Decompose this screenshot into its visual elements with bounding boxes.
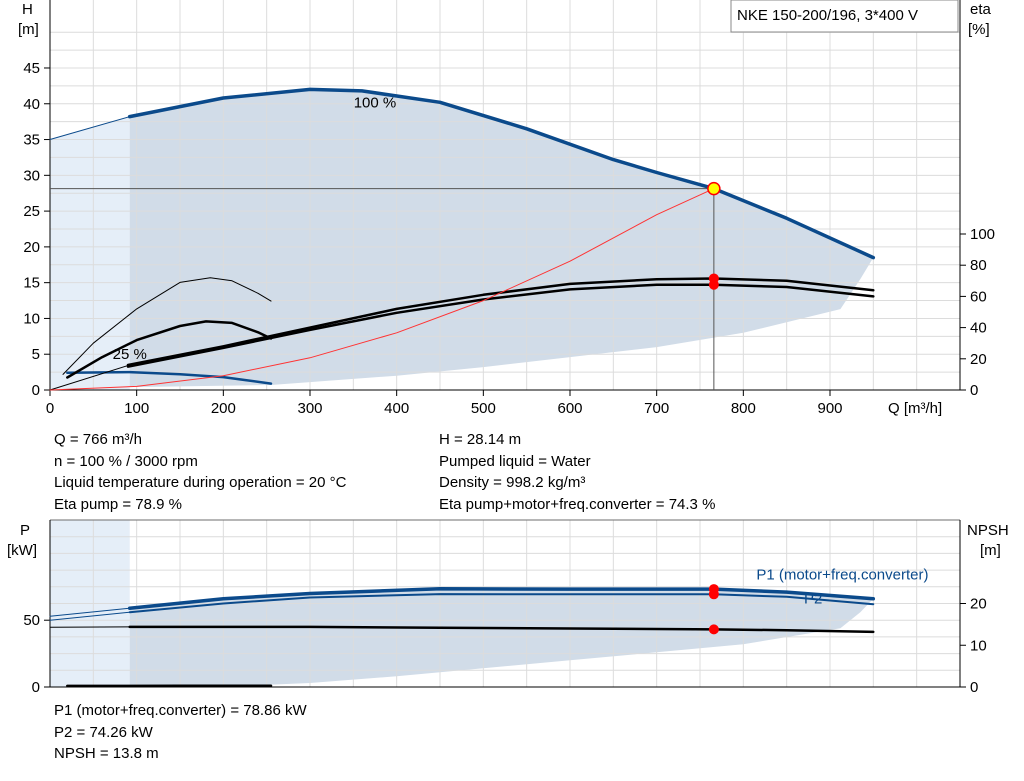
operating-info-right: H = 28.14 m Pumped liquid = Water Densit…: [439, 429, 715, 515]
y-right-tick-label: 40: [970, 320, 987, 337]
y-left-unit: [m]: [18, 21, 39, 38]
head-operating-point: [707, 181, 721, 196]
x-tick-label: 200: [211, 400, 236, 417]
x-tick-label: 400: [384, 400, 409, 417]
curve-top-4: [66, 320, 273, 379]
curve-top-1: [49, 116, 131, 140]
curve-bottom-3: [49, 611, 131, 621]
y-left-tick-label: 10: [23, 310, 40, 327]
p-tick-label: 50: [23, 612, 40, 629]
pump-model-label: NKE 150-200/196, 3*400 V: [737, 7, 918, 24]
curve-bottom-0: [127, 587, 876, 610]
y-right-tick-label: 20: [970, 351, 987, 368]
curve-top-7: [49, 364, 131, 391]
npsh-axis-unit: [m]: [980, 542, 1001, 559]
y-left-tick-label: 25: [23, 203, 40, 220]
curve-top-0: [127, 87, 876, 260]
y-right-tick-label: 80: [970, 257, 987, 274]
y-left-tick-label: 0: [32, 382, 40, 399]
info-liquid-temperature: Liquid temperature during operation = 20…: [54, 474, 347, 491]
x-tick-label: 800: [731, 400, 756, 417]
y-left-tick-label: 45: [23, 60, 40, 77]
info-head: H = 28.14 m: [439, 431, 522, 448]
y-right-tick-label: 0: [970, 382, 978, 399]
info-density: Density = 998.2 kg/m³: [439, 474, 586, 491]
p-axis-label: P: [20, 522, 30, 539]
info-speed: n = 100 % / 3000 rpm: [54, 452, 198, 470]
curve-bottom-2: [49, 607, 131, 617]
y-left-tick-label: 15: [23, 275, 40, 292]
x-axis-label: Q [m³/h]: [888, 400, 942, 417]
series-label-0: P1 (motor+freq.converter): [756, 566, 928, 583]
npsh-axis-label: NPSH: [967, 522, 1009, 539]
operating-info-power: P1 (motor+freq.converter) = 78.86 kW P2 …: [54, 700, 307, 765]
curve-top-8: [49, 188, 715, 391]
power-operating-area: [129, 588, 874, 687]
x-tick-label: 900: [817, 400, 842, 417]
y-right-label: eta: [970, 1, 992, 18]
info-p2: P2 = 74.26 kW: [54, 723, 153, 741]
y-right-tick-label: 60: [970, 288, 987, 305]
eta-operating-marker-1: [708, 279, 719, 290]
pump-model-box: [730, 0, 959, 33]
curve-top-6: [126, 283, 875, 368]
curve-bottom-4: [128, 625, 875, 634]
npsh-operating-marker: [708, 624, 719, 635]
p-tick-label: 0: [32, 679, 40, 696]
x-tick-label: 100: [124, 400, 149, 417]
y-right-unit: [%]: [968, 21, 990, 38]
y-right-tick-label: 100: [970, 226, 995, 243]
x-tick-label: 300: [297, 400, 322, 417]
y-left-tick-label: 40: [23, 96, 40, 113]
curve-top-3: [62, 277, 272, 375]
y-left-tick-label: 5: [32, 346, 40, 363]
operating-info-left: Q = 766 m³/h n = 100 % / 3000 rpm Liquid…: [54, 429, 346, 515]
x-tick-label: 700: [644, 400, 669, 417]
x-tick-label: 600: [557, 400, 582, 417]
operating-area: [129, 89, 874, 388]
series-label-1: P2: [804, 591, 822, 608]
y-left-tick-label: 35: [23, 132, 40, 149]
curve-top-5: [126, 277, 875, 367]
npsh-tick-label: 10: [970, 637, 987, 654]
info-pumped-liquid: Pumped liquid = Water: [439, 452, 591, 470]
y-left-tick-label: 20: [23, 239, 40, 256]
curve-annotation-1: 25 %: [113, 346, 147, 363]
curve-bottom-1: [128, 593, 875, 614]
x-tick-label: 0: [46, 400, 54, 417]
info-p1: P1 (motor+freq.converter) = 78.86 kW: [54, 702, 307, 719]
curve-annotation-0: 100 %: [354, 94, 397, 111]
info-eta-total: Eta pump+motor+freq.converter = 74.3 %: [439, 495, 716, 513]
info-eta-pump: Eta pump = 78.9 %: [54, 495, 182, 513]
info-flow: Q = 766 m³/h: [54, 431, 142, 448]
p2-operating-marker: [708, 589, 719, 600]
npsh-tick-label: 0: [970, 679, 978, 696]
npsh-tick-label: 20: [970, 596, 987, 613]
y-left-tick-label: 30: [23, 167, 40, 184]
y-left-label: H: [22, 1, 33, 18]
p-axis-unit: [kW]: [7, 542, 37, 559]
operating-area-light: [50, 116, 130, 390]
x-tick-label: 500: [471, 400, 496, 417]
curve-top-2: [66, 370, 273, 385]
info-npsh: NPSH = 13.8 m: [54, 745, 159, 762]
